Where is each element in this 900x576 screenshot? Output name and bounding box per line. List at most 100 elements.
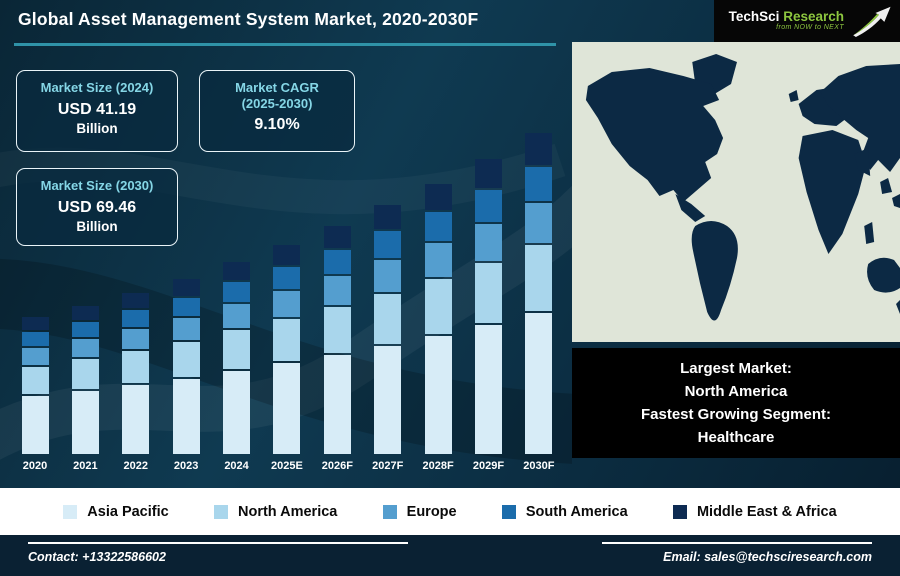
legend-item: Middle East & Africa bbox=[672, 503, 837, 520]
bar-segment-south-america bbox=[273, 267, 301, 289]
stacked-bar-chart: 2020 2021 2022 2023 2024 2025E 2026F 2027F 2028F… bbox=[8, 120, 566, 472]
bar-segment-south-america bbox=[223, 282, 251, 302]
stacked-bar bbox=[122, 127, 150, 454]
bar-column: 2021 bbox=[68, 127, 102, 472]
bar-segment-north-america bbox=[525, 245, 553, 311]
x-axis-label: 2029F bbox=[472, 460, 505, 472]
legend-label: Asia Pacific bbox=[87, 503, 169, 520]
bar-segment-south-america bbox=[21, 332, 49, 346]
bar-segment-asia-pacific bbox=[424, 336, 452, 454]
x-axis-label: 2025E bbox=[271, 460, 303, 472]
market-size-2024-label: Market Size (2024) bbox=[40, 80, 154, 95]
bar-segment-middle-east-africa bbox=[122, 293, 150, 308]
legend-swatch bbox=[382, 504, 397, 519]
bar-segment-europe bbox=[223, 304, 251, 328]
largest-market-label: Largest Market: bbox=[680, 359, 792, 377]
market-size-2024-value: USD 41.19 bbox=[57, 100, 137, 118]
bar-segment-north-america bbox=[475, 263, 503, 323]
x-axis-label: 2023 bbox=[173, 460, 199, 472]
chart-legend: Asia Pacific North America Europe South Ame… bbox=[0, 488, 900, 535]
bar-segment-north-america bbox=[122, 351, 150, 383]
bar-column: 2029F bbox=[472, 127, 506, 472]
legend-swatch bbox=[672, 504, 687, 519]
bar-segment-south-america bbox=[172, 298, 200, 316]
bar-segment-middle-east-africa bbox=[424, 184, 452, 210]
bar-column: 2026F bbox=[320, 127, 354, 472]
legend-swatch bbox=[213, 504, 228, 519]
legend-label: Middle East & Africa bbox=[696, 503, 837, 520]
bar-segment-south-america bbox=[122, 310, 150, 327]
bar-segment-north-america bbox=[273, 319, 301, 361]
footer-bar: Contact: +13322586602 Email: sales@techs… bbox=[0, 535, 900, 576]
bar-segment-asia-pacific bbox=[223, 371, 251, 454]
legend-item: Europe bbox=[382, 503, 457, 520]
legend-item: North America bbox=[213, 503, 338, 520]
bar-segment-asia-pacific bbox=[323, 355, 351, 454]
logo-text: TechSci Research from NOW to NEXT bbox=[729, 10, 844, 32]
bar-segment-south-america bbox=[475, 190, 503, 222]
bar-segment-europe bbox=[71, 339, 99, 357]
legend-label: Europe bbox=[406, 503, 457, 520]
page-title: Global Asset Management System Market, 2… bbox=[18, 9, 479, 29]
bar-segment-middle-east-africa bbox=[21, 317, 49, 330]
fastest-segment-label: Fastest Growing Segment: bbox=[640, 406, 832, 423]
bar-segment-europe bbox=[323, 276, 351, 305]
legend-swatch bbox=[63, 504, 78, 519]
bar-segment-middle-east-africa bbox=[323, 226, 351, 248]
footer-contact: Contact: +13322586602 bbox=[28, 542, 408, 564]
market-size-2030-unit: Billion bbox=[76, 218, 118, 234]
world-map bbox=[572, 42, 900, 342]
title-underline bbox=[14, 43, 556, 46]
x-axis-label: 2022 bbox=[123, 460, 149, 472]
fastest-segment-value: Healthcare bbox=[697, 429, 775, 447]
bar-segment-middle-east-africa bbox=[475, 159, 503, 188]
market-highlights-box: Largest Market: North America Fastest Gr… bbox=[572, 348, 900, 458]
bar-segment-asia-pacific bbox=[21, 396, 49, 454]
market-size-2030-label: Market Size (2030) bbox=[40, 178, 154, 193]
bar-segment-south-america bbox=[525, 167, 553, 201]
bar-segment-asia-pacific bbox=[475, 325, 503, 454]
legend-item: South America bbox=[501, 504, 628, 520]
bar-column: 2022 bbox=[119, 127, 153, 472]
largest-market-value: North America bbox=[684, 382, 788, 400]
bar-segment-south-america bbox=[374, 231, 402, 258]
bar-column: 2027F bbox=[371, 127, 405, 472]
stacked-bar bbox=[273, 127, 301, 454]
bar-column: 2023 bbox=[169, 127, 203, 472]
x-axis-label: 2024 bbox=[224, 460, 249, 472]
bar-segment-north-america bbox=[21, 367, 49, 394]
bar-segment-south-america bbox=[424, 212, 452, 241]
logo-arrow-icon bbox=[853, 6, 891, 37]
market-size-2024-card: Market Size (2024) USD 41.19 Billion bbox=[16, 70, 178, 152]
footer-email: Email: sales@techsciresearch.com bbox=[601, 542, 872, 564]
bar-segment-asia-pacific bbox=[525, 313, 553, 454]
world-map-graphic bbox=[572, 42, 900, 342]
market-cagr-value: 9.10% bbox=[254, 116, 300, 134]
bar-segment-europe bbox=[374, 260, 402, 292]
bar-segment-north-america bbox=[374, 294, 402, 344]
bar-segment-asia-pacific bbox=[273, 363, 301, 454]
bar-column: 2020 bbox=[18, 127, 52, 472]
legend-label: North America bbox=[237, 503, 338, 520]
stacked-bar bbox=[71, 127, 99, 454]
bar-segment-south-america bbox=[71, 322, 99, 337]
x-axis-label: 2027F bbox=[372, 460, 404, 472]
bar-segment-south-america bbox=[323, 250, 351, 274]
stacked-bar bbox=[323, 127, 351, 454]
x-axis-label: 2021 bbox=[73, 460, 98, 472]
bar-segment-middle-east-africa bbox=[223, 262, 251, 280]
market-size-2030-card: Market Size (2030) USD 69.46 Billion bbox=[16, 168, 178, 246]
x-axis-label: 2030F bbox=[523, 460, 555, 472]
market-cagr-card: Market CAGR (2025-2030) 9.10% bbox=[199, 70, 355, 152]
stacked-bar bbox=[172, 127, 200, 454]
bar-segment-europe bbox=[424, 243, 452, 277]
bar-segment-middle-east-africa bbox=[525, 133, 553, 165]
stacked-bar bbox=[525, 127, 553, 454]
legend-item: Asia Pacific bbox=[63, 503, 169, 520]
market-cagr-label: Market CAGR (2025-2030) bbox=[235, 80, 319, 111]
techsci-logo: TechSci Research from NOW to NEXT bbox=[714, 0, 900, 42]
logo-brand-second: Research bbox=[783, 9, 844, 25]
bar-segment-europe bbox=[475, 224, 503, 261]
bar-column: 2025E bbox=[270, 127, 304, 472]
